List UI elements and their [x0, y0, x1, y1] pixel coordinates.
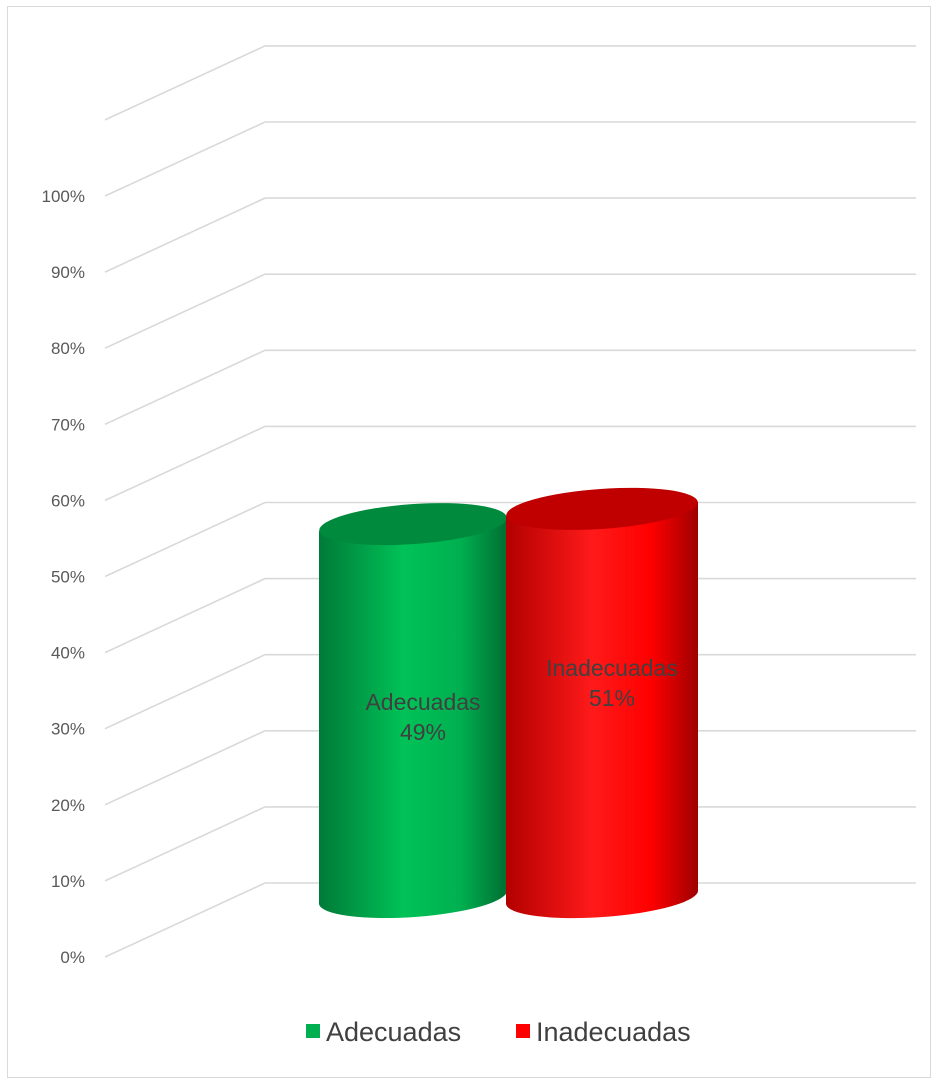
gridline: [104, 577, 916, 654]
legend: Adecuadas Inadecuadas: [306, 1017, 691, 1047]
legend-swatch: [306, 1024, 320, 1038]
gridline: [104, 425, 916, 502]
y-tick-label: 20%: [51, 796, 85, 815]
bar-adecuadas: [319, 503, 508, 919]
y-tick-label: 0%: [60, 948, 85, 967]
legend-label: Inadecuadas: [536, 1017, 691, 1047]
gridline: [104, 501, 916, 578]
y-tick-label: 30%: [51, 720, 85, 739]
y-tick-label: 40%: [51, 644, 85, 663]
y-tick-label: 50%: [51, 568, 85, 587]
gridline: [104, 730, 916, 806]
y-tick-label: 100%: [42, 187, 85, 206]
gridline: [104, 806, 916, 882]
gridline: [104, 882, 916, 958]
legend-swatch: [516, 1024, 530, 1038]
y-tick-label: 10%: [51, 872, 85, 891]
legend-label: Adecuadas: [326, 1017, 461, 1047]
bar-body: [319, 517, 508, 919]
bar-top-cap: [506, 487, 698, 530]
gridlines: [104, 45, 916, 958]
bar-body: [506, 501, 699, 919]
data-label-category: Inadecuadas: [546, 655, 678, 681]
y-tick-label: 60%: [51, 491, 85, 510]
bar-inadecuadas: [506, 487, 699, 919]
gridline: [104, 273, 916, 349]
bars: [319, 487, 699, 919]
y-tick-label: 90%: [51, 263, 85, 282]
gridline: [104, 349, 916, 426]
data-label-value: 49%: [400, 719, 446, 745]
gridline: [104, 197, 916, 273]
gridline: [104, 121, 916, 197]
gridline: [104, 45, 916, 121]
data-labels: Adecuadas 49% Inadecuadas 51%: [365, 655, 677, 745]
data-label-category: Adecuadas: [365, 689, 480, 715]
gridline: [104, 653, 916, 730]
y-axis-ticks: 0% 10% 20% 30% 40% 50% 60% 70% 80% 90% 100%: [42, 187, 85, 967]
y-tick-label: 70%: [51, 415, 85, 434]
y-tick-label: 80%: [51, 339, 85, 358]
data-label-value: 51%: [589, 685, 635, 711]
bar-top-cap: [319, 503, 507, 546]
